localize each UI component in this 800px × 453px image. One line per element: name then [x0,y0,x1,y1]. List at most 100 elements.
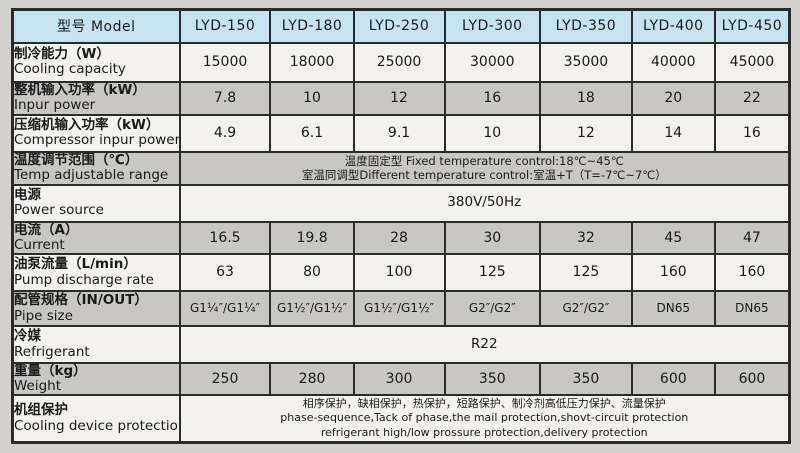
value-cell: 600 [630,361,716,397]
row-label-zh: 重量（kg） [14,362,87,379]
value-cell: 100 [352,252,446,292]
row-label-en: Compressor inpur power [14,132,180,149]
span-line: 相序保护，缺相保护，热保护，短路保护、制冷剂高低压力保护、流量保护 [302,397,666,411]
value-cell: 25000 [352,41,446,83]
model-header-cell: 型号 Model [11,8,181,44]
table-row-compressor-power: 压缩机输入功率（kW） Compressor inpur power 4.9 6… [11,113,791,153]
span-line: refrigerant high/low prossure protection… [320,425,648,439]
value-cell: 45 [630,220,716,255]
span-line: 380V/50Hz [447,194,522,211]
table-row-protection: 机组保护 Cooling device protection 相序保护，缺相保护… [11,394,791,444]
model-column-header: LYD-400 [630,8,716,44]
row-label-en: Current [14,237,65,254]
value-cell: 125 [539,252,633,292]
span-line: 室温同调型Different temperature control:室温+T（… [301,168,667,182]
value-cell: 32 [539,220,633,255]
value-cell: 350 [539,361,633,397]
value-cell: 16 [443,80,542,116]
value-cell: 9.1 [352,113,446,153]
value-cell: 160 [630,252,716,292]
model-column-header: LYD-250 [352,8,446,44]
model-column-header: LYD-350 [539,8,633,44]
value-cell: 10 [269,80,355,116]
row-label-en: Power source [14,202,104,219]
value-cell: 160 [713,252,791,292]
row-label-zh: 压缩机输入功率（kW） [14,116,160,133]
row-label-en: Weight [14,378,62,395]
value-cell: 10 [443,113,542,153]
table-row-pipe-size: 配管规格（IN/OUT） Pipe size G1¼″/G1¼″ G1½″/G1… [11,289,791,327]
model-column-header: LYD-300 [443,8,542,44]
value-cell: 40000 [630,41,716,83]
span-cell-refrigerant: R22 [178,324,791,364]
row-label-zh: 电流（A） [14,221,79,238]
value-cell: 35000 [539,41,633,83]
value-cell: 16.5 [178,220,272,255]
value-cell: 6.1 [269,113,355,153]
value-cell: 15000 [178,41,272,83]
value-cell: 4.9 [178,113,272,153]
value-cell: 16 [713,113,791,153]
table-row-input-power: 整机输入功率（kW） Inpur power 7.8 10 12 16 18 2… [11,80,791,116]
value-cell: 350 [443,361,542,397]
row-label-en: Refrigerant [14,343,90,360]
table-row-temp-range: 温度调节范围（℃） Temp adjustable range 温度固定型 Fi… [11,150,791,186]
table-row-power-source: 电源 Power source 380V/50Hz [11,183,791,223]
value-cell: 80 [269,252,355,292]
value-cell: 14 [630,113,716,153]
value-cell: G1½″/G1½″ [352,289,446,327]
spec-table: 型号 Model LYD-150 LYD-180 LYD-250 LYD-300… [11,8,791,444]
table-row-cooling-capacity: 制冷能力（W） Cooling capacity 15000 18000 250… [11,41,791,83]
row-label: 电源 Power source [11,183,181,223]
model-column-header: LYD-150 [178,8,272,44]
span-cell-temp-range: 温度固定型 Fixed temperature control:18℃~45℃ … [178,150,791,186]
value-cell: 125 [443,252,542,292]
value-cell: 250 [178,361,272,397]
value-cell: 600 [713,361,791,397]
table-row-weight: 重量（kg） Weight 250 280 300 350 350 600 60… [11,361,791,397]
row-label: 冷媒 Refrigerant [11,324,181,364]
value-cell: 47 [713,220,791,255]
row-label: 制冷能力（W） Cooling capacity [11,41,181,83]
row-label: 温度调节范围（℃） Temp adjustable range [11,150,181,186]
value-cell: 45000 [713,41,791,83]
table-row-current: 电流（A） Current 16.5 19.8 28 30 32 45 47 [11,220,791,255]
row-label-zh: 冷媒 [14,328,41,345]
row-label: 压缩机输入功率（kW） Compressor inpur power [11,113,181,153]
value-cell: G2″/G2″ [443,289,542,327]
row-label-en: Temp adjustable range [14,167,169,184]
row-label-zh: 机组保护 [14,402,68,419]
row-label-en: Cooling capacity [14,61,126,78]
row-label-en: Pipe size [14,307,73,324]
row-label-en: Pump discharge rate [14,271,154,288]
row-label: 机组保护 Cooling device protection [11,394,181,444]
span-cell-protection: 相序保护，缺相保护，热保护，短路保护、制冷剂高低压力保护、流量保护 phase-… [178,394,791,444]
table-row-refrigerant: 冷媒 Refrigerant R22 [11,324,791,364]
value-cell: 19.8 [269,220,355,255]
value-cell: 12 [352,80,446,116]
header-row: 型号 Model LYD-150 LYD-180 LYD-250 LYD-300… [11,8,791,44]
span-line: R22 [471,335,498,352]
value-cell: 30000 [443,41,542,83]
row-label-zh: 制冷能力（W） [14,45,110,62]
value-cell: 22 [713,80,791,116]
row-label-en: Inpur power [14,97,96,114]
value-cell: G1¼″/G1¼″ [178,289,272,327]
span-line: phase-sequence,Tack of phase,the mail pr… [280,411,689,425]
row-label: 电流（A） Current [11,220,181,255]
row-label-zh: 整机输入功率（kW） [14,81,146,98]
value-cell: G2″/G2″ [539,289,633,327]
value-cell: 12 [539,113,633,153]
span-line: 温度固定型 Fixed temperature control:18℃~45℃ [344,153,624,168]
span-cell-power-source: 380V/50Hz [178,183,791,223]
row-label-zh: 油泵流量（L/min） [14,256,137,273]
row-label: 重量（kg） Weight [11,361,181,397]
model-column-header: LYD-450 [713,8,791,44]
model-column-header: LYD-180 [269,8,355,44]
value-cell: 300 [352,361,446,397]
value-cell: 18 [539,80,633,116]
value-cell: DN65 [713,289,791,327]
row-label: 整机输入功率（kW） Inpur power [11,80,181,116]
value-cell: 28 [352,220,446,255]
row-label: 油泵流量（L/min） Pump discharge rate [11,252,181,292]
